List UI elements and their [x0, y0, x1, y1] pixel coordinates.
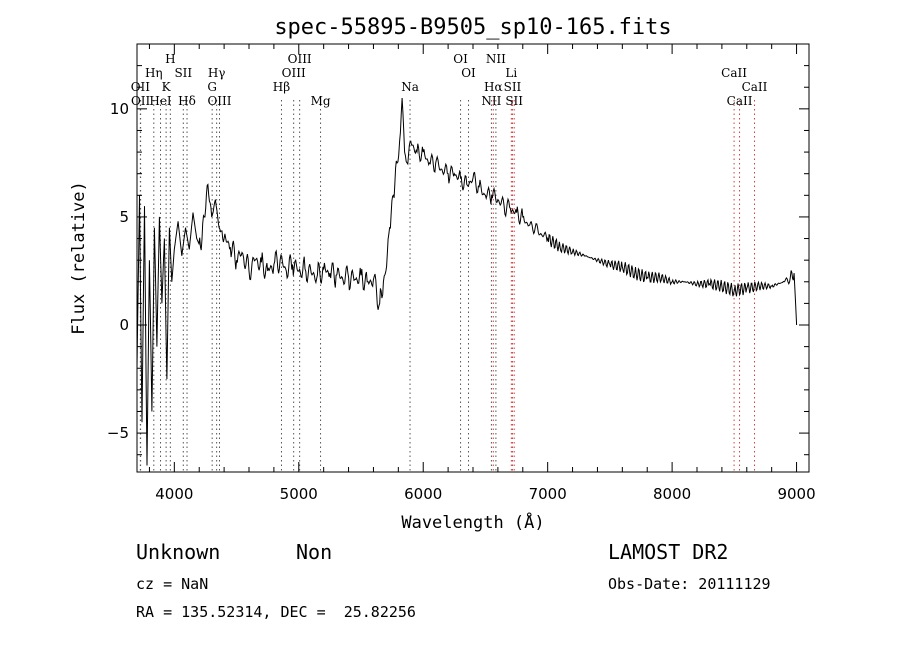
object-subclass: Non — [296, 540, 333, 564]
spectral-line-label: Mg — [311, 94, 331, 108]
spectral-line-label: OIII — [207, 94, 231, 108]
x-axis-label: Wavelength (Å) — [401, 511, 544, 533]
spectral-line-label: Hα — [484, 80, 503, 94]
spectrum-line — [136, 97, 798, 466]
y-tick-label: 5 — [119, 208, 129, 226]
spectral-line-markers: OIIOIIHηHeIKHSIIHδHγGOIIIHβOIIIOIIIMgNaO… — [131, 52, 768, 472]
spectral-line-label: SII — [174, 66, 192, 80]
axis-ticks: 4000 5000 6000 7000 8000 9000 −5 0 5 10 — [107, 44, 816, 503]
survey-name: LAMOST DR2 — [608, 540, 729, 564]
spectral-line-label: Hγ — [208, 66, 226, 80]
spectral-line-label: Na — [401, 80, 419, 94]
spectral-line-label: SII — [505, 94, 523, 108]
spectral-line-label: K — [162, 80, 172, 94]
x-tick-label: 9000 — [777, 485, 815, 503]
y-tick-label: 10 — [110, 100, 129, 118]
redshift-cz: cz = NaN — [136, 575, 209, 593]
coordinates-ra-dec: RA = 135.52314, DEC = 25.82256 — [136, 603, 416, 621]
x-tick-label: 8000 — [653, 485, 691, 503]
spectral-line-label: OI — [461, 66, 476, 80]
spectral-line-label: Hδ — [178, 94, 196, 108]
spectral-line-label: OIII — [282, 66, 306, 80]
x-tick-label: 6000 — [404, 485, 442, 503]
spectral-line-label: CaII — [727, 94, 753, 108]
spectral-line-label: OII — [131, 94, 151, 108]
spectral-line-label: NII — [486, 52, 506, 66]
spectral-line-label: Li — [505, 66, 517, 80]
spectrum-series — [136, 97, 798, 466]
observation-date: Obs-Date: 20111129 — [608, 575, 771, 593]
spectrum-chart: spec-55895-B9505_sp10-165.fits OIIOIIHηH… — [69, 15, 816, 533]
y-axis-label: Flux (relative) — [69, 181, 89, 335]
spectral-line-label: CaII — [721, 66, 747, 80]
x-tick-label: 7000 — [529, 485, 567, 503]
spectral-line-label: G — [207, 80, 217, 94]
spectral-line-label: HeI — [149, 94, 172, 108]
x-tick-label: 4000 — [155, 485, 193, 503]
y-tick-label: 0 — [119, 316, 129, 334]
chart-title: spec-55895-B9505_sp10-165.fits — [274, 15, 671, 40]
spectral-line-label: CaII — [742, 80, 768, 94]
object-class: Unknown — [136, 540, 221, 564]
spectral-line-label: NII — [481, 94, 501, 108]
spectral-line-label: OI — [453, 52, 468, 66]
spectral-line-label: SII — [504, 80, 522, 94]
spectral-line-label: OIII — [288, 52, 312, 66]
spectral-line-label: Hβ — [273, 80, 290, 94]
spectral-line-label: H — [165, 52, 175, 66]
spectral-line-label: Hη — [145, 66, 163, 80]
x-tick-label: 5000 — [280, 485, 318, 503]
y-tick-label: −5 — [107, 424, 129, 442]
